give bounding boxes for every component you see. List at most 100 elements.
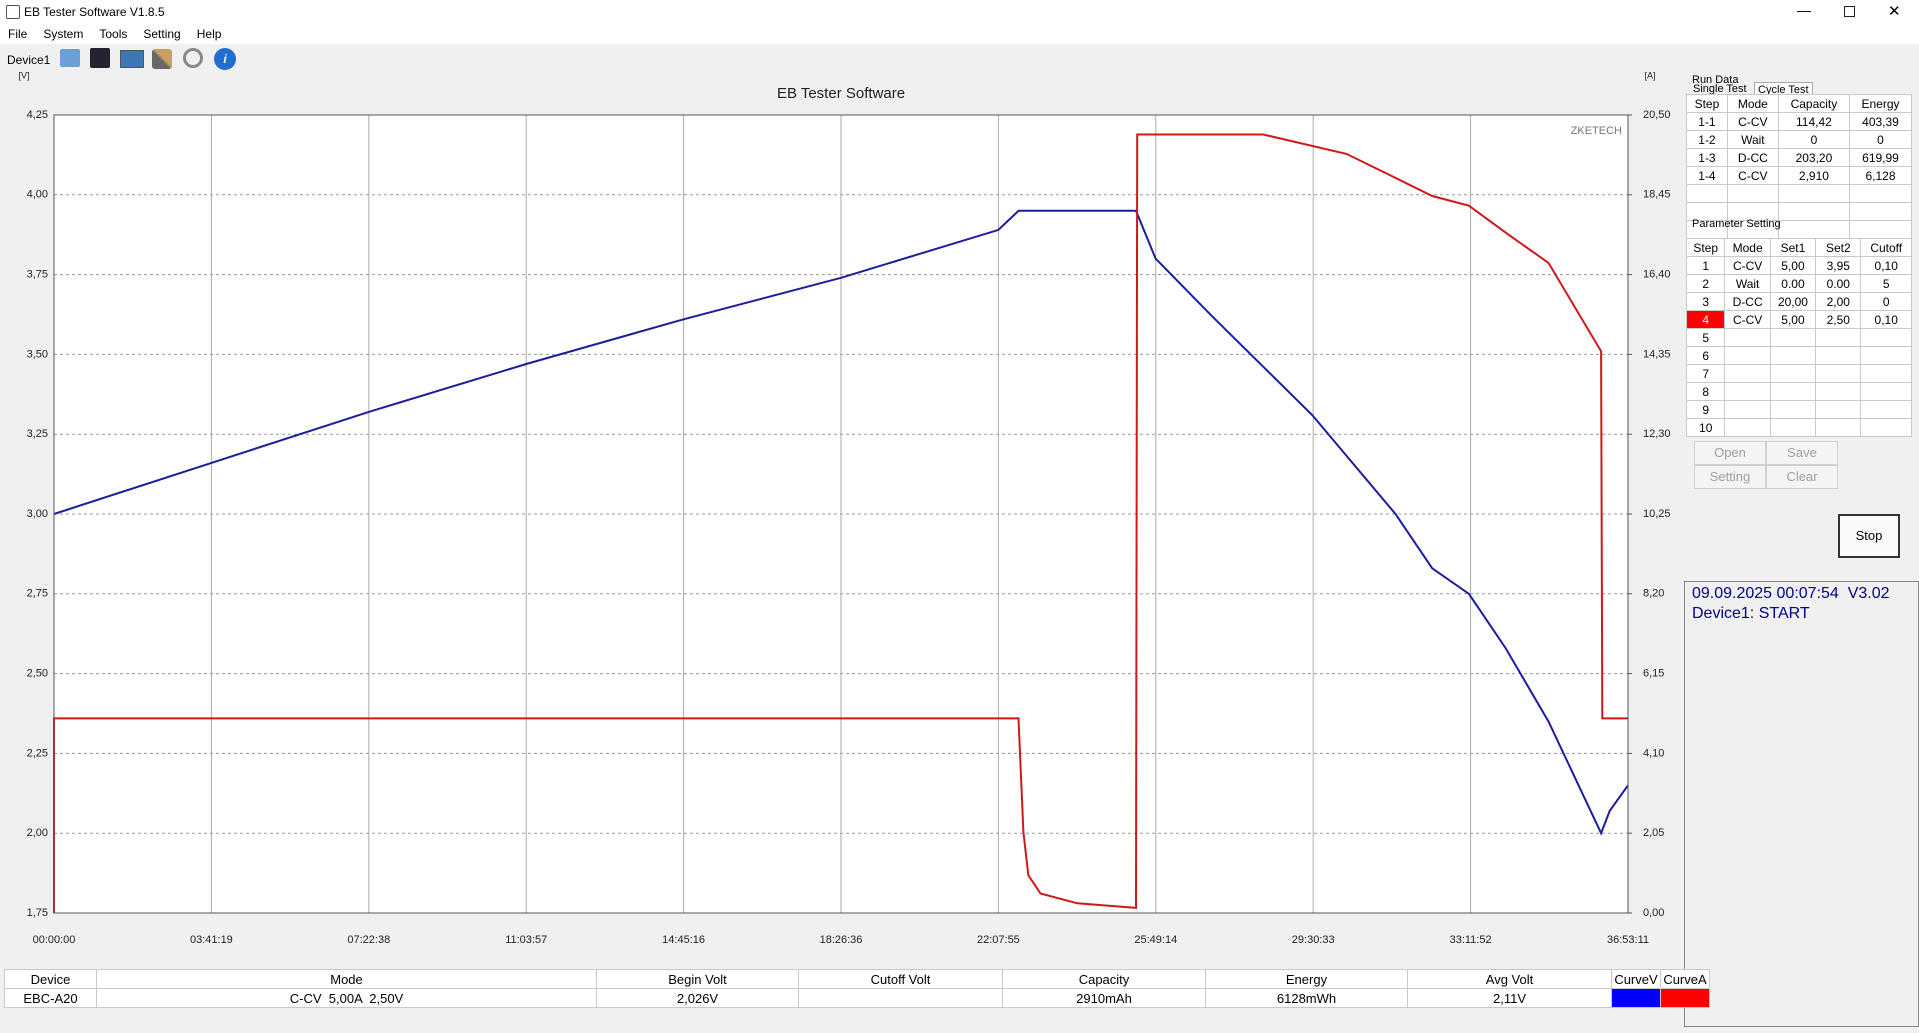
menu-item[interactable]: File <box>8 27 28 41</box>
button[interactable]: Clear <box>1766 465 1838 489</box>
table-cell: 3 <box>1685 292 1726 311</box>
column-header: Capacity <box>1777 94 1851 113</box>
status-line: Device1: START <box>1692 605 1810 622</box>
table-cell <box>1860 346 1912 365</box>
table-cell: EBC-A20 <box>4 988 97 1008</box>
column-header: Mode <box>96 969 597 989</box>
table-cell: 0 <box>1860 292 1912 311</box>
button[interactable]: Open <box>1694 441 1766 465</box>
table-row <box>1686 184 1912 203</box>
table-cell <box>1815 400 1862 419</box>
table-row: 8 <box>1685 382 1912 401</box>
y2-tick-label: 20,50 <box>1643 109 1671 121</box>
x-tick-label: 29:30:33 <box>1292 934 1335 946</box>
device-label: Device1 <box>7 53 51 67</box>
table-row: 1-1 C-CV 114,42 403,39 <box>1686 112 1912 131</box>
y-tick-label: 4,00 <box>27 189 48 201</box>
table-cell: 114,42 <box>1777 112 1851 131</box>
table-cell <box>1724 328 1771 347</box>
table-cell: 5 <box>1685 328 1726 347</box>
column-header: Begin Volt <box>596 969 799 989</box>
y-tick-label: 1,75 <box>27 907 48 919</box>
table-cell: 1 <box>1685 256 1726 275</box>
table-cell <box>1769 328 1817 347</box>
status-box: 09.09.2025 00:07:54 V3.02 Device1: START <box>1684 581 1919 1027</box>
x-tick-label: 33:11:52 <box>1450 934 1492 946</box>
table-cell <box>1815 346 1862 365</box>
tab[interactable]: Cycle Test <box>1754 82 1813 97</box>
table-cell <box>1815 382 1862 401</box>
x-tick-label: 03:41:19 <box>190 934 233 946</box>
column-header: Step <box>1686 94 1728 113</box>
x-tick-label: 18:26:36 <box>820 934 863 946</box>
button[interactable]: Save <box>1766 441 1838 465</box>
x-tick-label: 00:00:00 <box>33 934 76 946</box>
table-cell <box>1849 184 1912 203</box>
menu-item[interactable]: System <box>43 27 84 41</box>
table-cell: 2,50 <box>1815 310 1862 329</box>
table-cell: 8 <box>1685 382 1726 401</box>
tools-icon[interactable] <box>152 49 172 69</box>
menu-item[interactable]: Help <box>196 27 222 41</box>
table-cell: 1-3 <box>1686 148 1728 167</box>
table-cell: 619,99 <box>1849 148 1912 167</box>
tab[interactable]: Single Test <box>1693 83 1747 95</box>
column-header: Set1 <box>1769 238 1817 257</box>
y2-tick-label: 0,00 <box>1643 907 1664 919</box>
y-tick-label: 3,50 <box>27 348 48 360</box>
save-icon[interactable] <box>90 48 110 68</box>
table-cell <box>1860 328 1912 347</box>
table-cell <box>1769 400 1817 419</box>
chart-title: EB Tester Software <box>777 85 905 102</box>
table-cell: 2,11V <box>1407 988 1612 1008</box>
table-cell <box>1686 184 1728 203</box>
button[interactable]: Setting <box>1694 465 1766 489</box>
y2-tick-label: 18,45 <box>1643 189 1671 201</box>
menu-item[interactable]: Tools <box>99 27 128 41</box>
table-cell: 0 <box>1777 130 1851 149</box>
x-tick-label: 36:53:11 <box>1607 934 1649 946</box>
table-cell: 0 <box>1849 130 1912 149</box>
legend-entry: CurveA <box>1660 969 1710 989</box>
table-cell: 0.00 <box>1769 274 1817 293</box>
table-row: 1-4 C-CV 2,910 6,128 <box>1686 166 1912 185</box>
table-cell: 10 <box>1685 418 1726 437</box>
menu-bar: File System Tools Setting Help <box>0 24 1919 44</box>
table-cell: 5,00 <box>1769 310 1817 329</box>
maximize-button[interactable] <box>1844 6 1855 17</box>
table-cell <box>1769 382 1817 401</box>
button[interactable]: Stop <box>1838 514 1900 558</box>
table-cell: 6,128 <box>1849 166 1912 185</box>
table-cell: 0,10 <box>1860 310 1912 329</box>
header-row: Step Mode Capacity Energy <box>1686 94 1912 113</box>
table-row: 10 <box>1685 418 1912 437</box>
table-cell: 3,95 <box>1815 256 1862 275</box>
table-cell: 1-2 <box>1686 130 1728 149</box>
table-cell <box>1769 418 1817 437</box>
close-button[interactable]: ✕ <box>1888 3 1901 20</box>
y2-tick-label: 6,15 <box>1643 668 1664 680</box>
y2-axis-label: [A] <box>1644 70 1655 80</box>
table-row: 6 <box>1685 346 1912 365</box>
y2-tick-label: 10,25 <box>1643 508 1671 520</box>
info-icon[interactable]: i <box>214 48 236 70</box>
table-cell <box>1849 220 1912 239</box>
table-cell <box>1860 382 1912 401</box>
table-cell: Wait <box>1724 274 1771 293</box>
header-row: Device Mode Begin Volt Cutoff Volt Capacity E… <box>4 969 1710 989</box>
y-tick-label: 4,25 <box>27 109 48 121</box>
chart-icon[interactable] <box>120 50 144 68</box>
minimize-button[interactable]: — <box>1797 2 1811 18</box>
app-icon <box>6 5 20 19</box>
legend-swatch <box>1611 988 1661 1008</box>
search-icon[interactable] <box>183 48 203 68</box>
table-cell: 1-4 <box>1686 166 1728 185</box>
menu-item[interactable]: Setting <box>143 27 181 41</box>
y-tick-label: 2,00 <box>27 827 48 839</box>
title-bar: EB Tester Software V1.8.5 — ✕ <box>0 0 1919 24</box>
table-cell: C-CV <box>1726 166 1779 185</box>
series-line <box>53 133 1628 913</box>
open-icon[interactable] <box>60 49 80 67</box>
watermark: ZKETECH <box>1571 125 1622 137</box>
x-tick-label: 22:07:55 <box>977 934 1020 946</box>
